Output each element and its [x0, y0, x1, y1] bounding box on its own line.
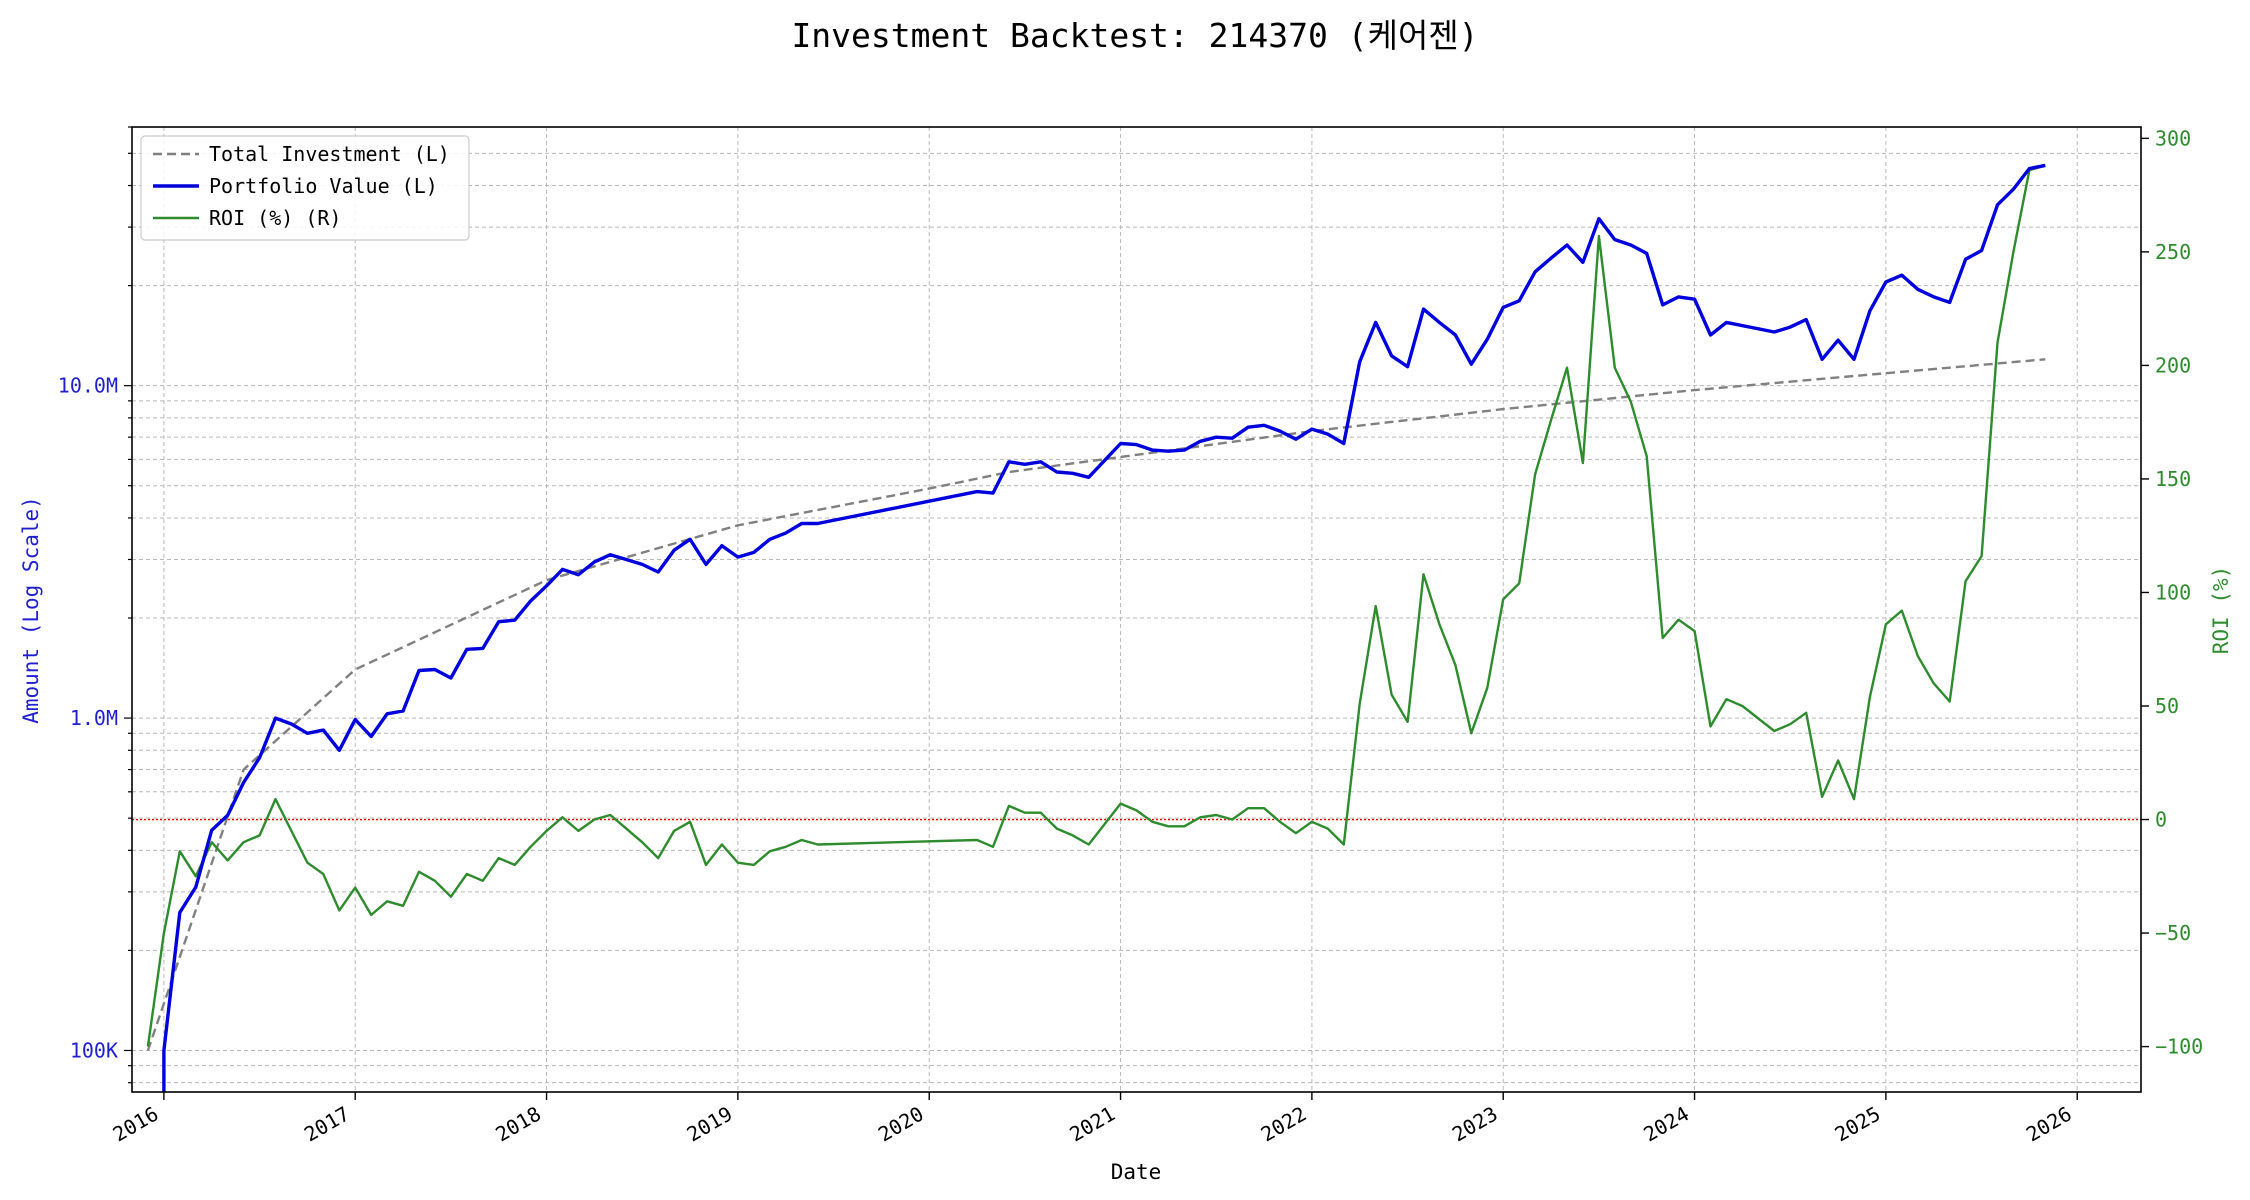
left-tick-label: 1.0M [70, 706, 118, 730]
right-tick-label: 250 [2155, 240, 2191, 264]
x-tick-label: 2026 [2022, 1102, 2076, 1147]
right-axis-label: ROI (%) [2209, 566, 2233, 655]
right-tick-label: 150 [2155, 467, 2191, 491]
right-tick-label: 200 [2155, 353, 2191, 377]
x-tick-label: 2020 [874, 1102, 928, 1147]
x-axis-label: Date [1111, 1160, 1162, 1184]
x-tick-label: 2021 [1065, 1102, 1119, 1147]
left-tick-label: 10.0M [58, 374, 118, 398]
right-tick-label: −50 [2155, 921, 2191, 945]
chart-title: Investment Backtest: 214370 (케어젠) [791, 16, 1478, 55]
x-tick-label: 2016 [109, 1102, 163, 1147]
x-tick-label: 2017 [300, 1102, 354, 1147]
x-tick-label: 2018 [491, 1102, 545, 1147]
right-tick-label: 0 [2155, 808, 2167, 832]
x-tick-label: 2025 [1831, 1102, 1885, 1147]
legend-entry: ROI (%) (R) [209, 206, 341, 230]
right-tick-label: 100 [2155, 580, 2191, 604]
x-tick-label: 2022 [1257, 1102, 1311, 1147]
series-lines [146, 163, 2046, 1092]
left-tick-label: 100K [70, 1038, 118, 1062]
grid-lines [132, 126, 2141, 1092]
plot-area-frame [131, 126, 2142, 1093]
left-axis-label: Amount (Log Scale) [19, 496, 43, 724]
legend-entry: Portfolio Value (L) [209, 174, 438, 198]
x-axis-ticks: 2016 2017 2018 2019 2020 2021 2022 2023 2024 2025… [109, 1092, 2078, 1146]
legend-box [140, 135, 470, 241]
x-tick-label: 2019 [683, 1102, 737, 1147]
right-tick-label: 50 [2155, 694, 2179, 718]
right-axis-ticks: −100 −50 0 50 100 150 200 250 300 [2141, 126, 2203, 1059]
right-tick-label: 300 [2155, 126, 2191, 150]
series-line-0 [146, 358, 2046, 1051]
x-tick-label: 2023 [1448, 1102, 1502, 1147]
series-line-2 [146, 164, 2046, 1047]
series-line-1 [162, 163, 2046, 1092]
legend-entry: Total Investment (L) [209, 142, 450, 166]
legend: Total Investment (L) Portfolio Value (L) R… [140, 135, 470, 241]
x-tick-label: 2024 [1639, 1102, 1693, 1147]
left-axis-ticks: 100K 1.0M 10.0M [58, 126, 132, 1084]
right-tick-label: −100 [2155, 1035, 2203, 1059]
